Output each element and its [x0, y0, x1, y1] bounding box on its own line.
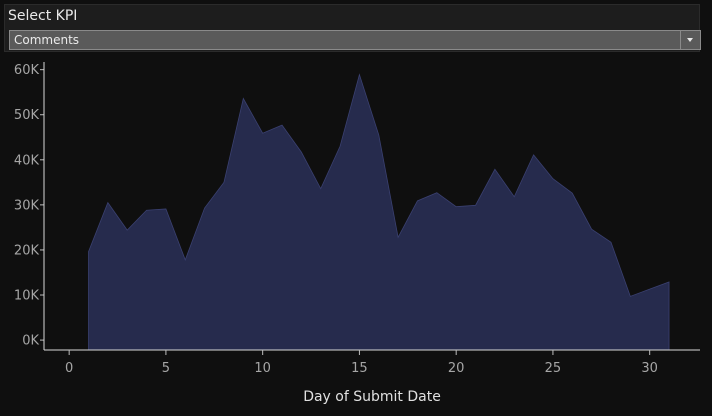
- x-tick-label: 30: [641, 361, 658, 376]
- x-tick-label: 20: [448, 361, 465, 376]
- x-tick-label: 15: [351, 361, 368, 376]
- kpi-filter-title: Select KPI: [8, 8, 78, 24]
- kpi-dropdown-value: Comments: [14, 33, 80, 47]
- x-tick-label: 5: [162, 361, 170, 376]
- y-tick-label: 20K: [14, 243, 40, 258]
- x-axis-ticks: 0 5 10 15 20 25 30: [65, 350, 658, 376]
- axes: [43, 62, 700, 351]
- x-axis-title: Day of Submit Date: [303, 389, 441, 405]
- y-tick-label: 0K: [22, 334, 39, 349]
- kpi-dropdown[interactable]: Comments: [9, 30, 701, 50]
- y-tick-label: 50K: [14, 108, 40, 123]
- y-tick-label: 60K: [14, 63, 40, 78]
- area-layer: [88, 73, 670, 351]
- kpi-filter-panel: Select KPI Comments: [4, 4, 701, 52]
- y-tick-label: 40K: [14, 153, 40, 168]
- y-tick-label: 30K: [14, 198, 40, 213]
- chevron-down-icon: [687, 38, 693, 42]
- dropdown-toggle-button[interactable]: [680, 31, 700, 49]
- x-tick-label: 10: [254, 361, 271, 376]
- y-tick-label: 10K: [14, 289, 40, 304]
- area-series-0: [88, 73, 670, 351]
- x-tick-label: 25: [545, 361, 562, 376]
- y-axis-ticks: 0K 10K 20K 30K 40K 50K 60K: [14, 63, 44, 349]
- x-tick-label: 0: [65, 361, 73, 376]
